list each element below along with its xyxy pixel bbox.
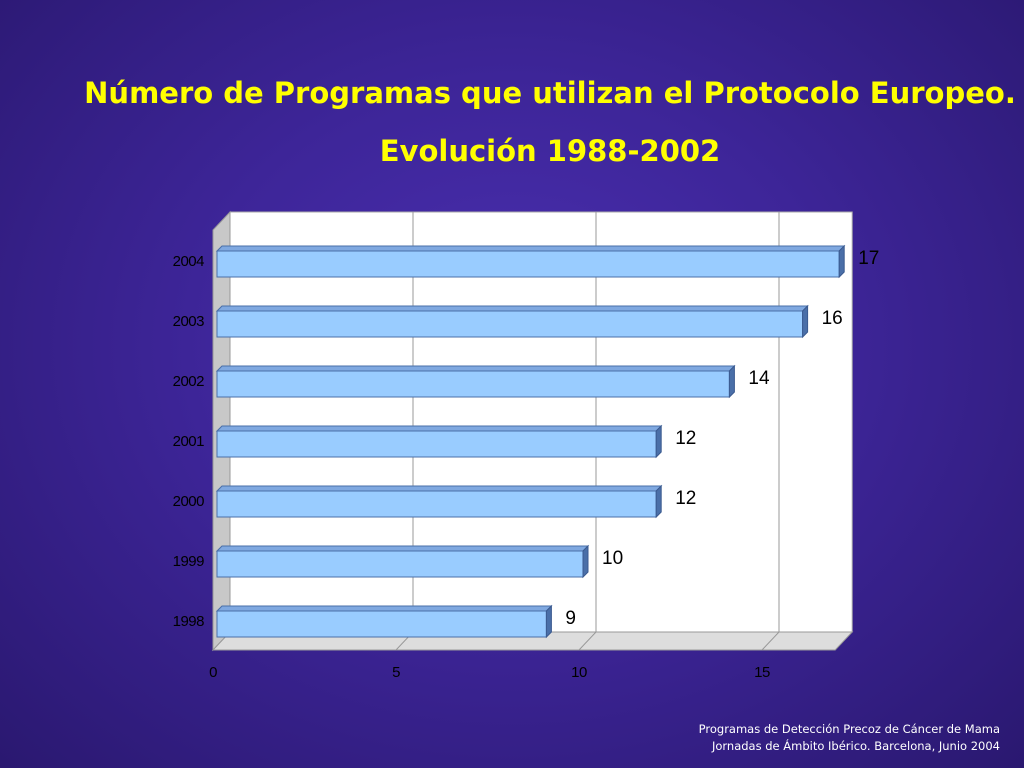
x-axis-tick-labels: 0 5 10 15 bbox=[209, 664, 770, 681]
data-labels: 9 10 12 12 14 16 17 bbox=[565, 248, 879, 629]
bar-1998 bbox=[215, 604, 553, 639]
data-label-2003: 16 bbox=[822, 308, 843, 329]
gridline-10 bbox=[578, 212, 597, 651]
chart-subtitle: Evolución 1988-2002 bbox=[379, 134, 721, 168]
data-label-2000: 12 bbox=[675, 488, 696, 509]
bar-1999 bbox=[215, 544, 590, 579]
bar-2001 bbox=[215, 424, 663, 459]
y-tick-2000: 2000 bbox=[173, 493, 205, 510]
data-label-2004: 17 bbox=[858, 248, 879, 269]
footer-line-2: Jornadas de Ámbito Ibérico. Barcelona, J… bbox=[711, 739, 1000, 753]
y-tick-2001: 2001 bbox=[173, 433, 205, 450]
bar-2002 bbox=[215, 364, 736, 399]
data-label-2001: 12 bbox=[675, 428, 696, 449]
y-tick-2004: 2004 bbox=[173, 253, 205, 270]
x-tick-15: 15 bbox=[754, 664, 770, 681]
data-label-1998: 9 bbox=[565, 608, 576, 629]
gridline-15 bbox=[761, 212, 780, 651]
y-tick-1999: 1999 bbox=[173, 553, 205, 570]
bar-2003 bbox=[215, 304, 809, 339]
data-label-2002: 14 bbox=[748, 368, 770, 389]
y-tick-2003: 2003 bbox=[173, 313, 205, 330]
y-tick-2002: 2002 bbox=[173, 373, 205, 390]
footer-line-1: Programas de Detección Precoz de Cáncer … bbox=[698, 722, 1000, 736]
x-tick-5: 5 bbox=[392, 664, 400, 681]
x-tick-0: 0 bbox=[209, 664, 217, 681]
chart-title: Número de Programas que utilizan el Prot… bbox=[84, 76, 1016, 110]
x-tick-10: 10 bbox=[571, 664, 587, 681]
bar-2004 bbox=[215, 244, 846, 279]
data-label-1999: 10 bbox=[602, 548, 623, 569]
bar-2000 bbox=[215, 484, 663, 519]
y-axis-tick-labels: 1998 1999 2000 2001 2002 2003 2004 bbox=[173, 253, 205, 630]
bars bbox=[215, 244, 846, 639]
y-tick-1998: 1998 bbox=[173, 613, 205, 630]
